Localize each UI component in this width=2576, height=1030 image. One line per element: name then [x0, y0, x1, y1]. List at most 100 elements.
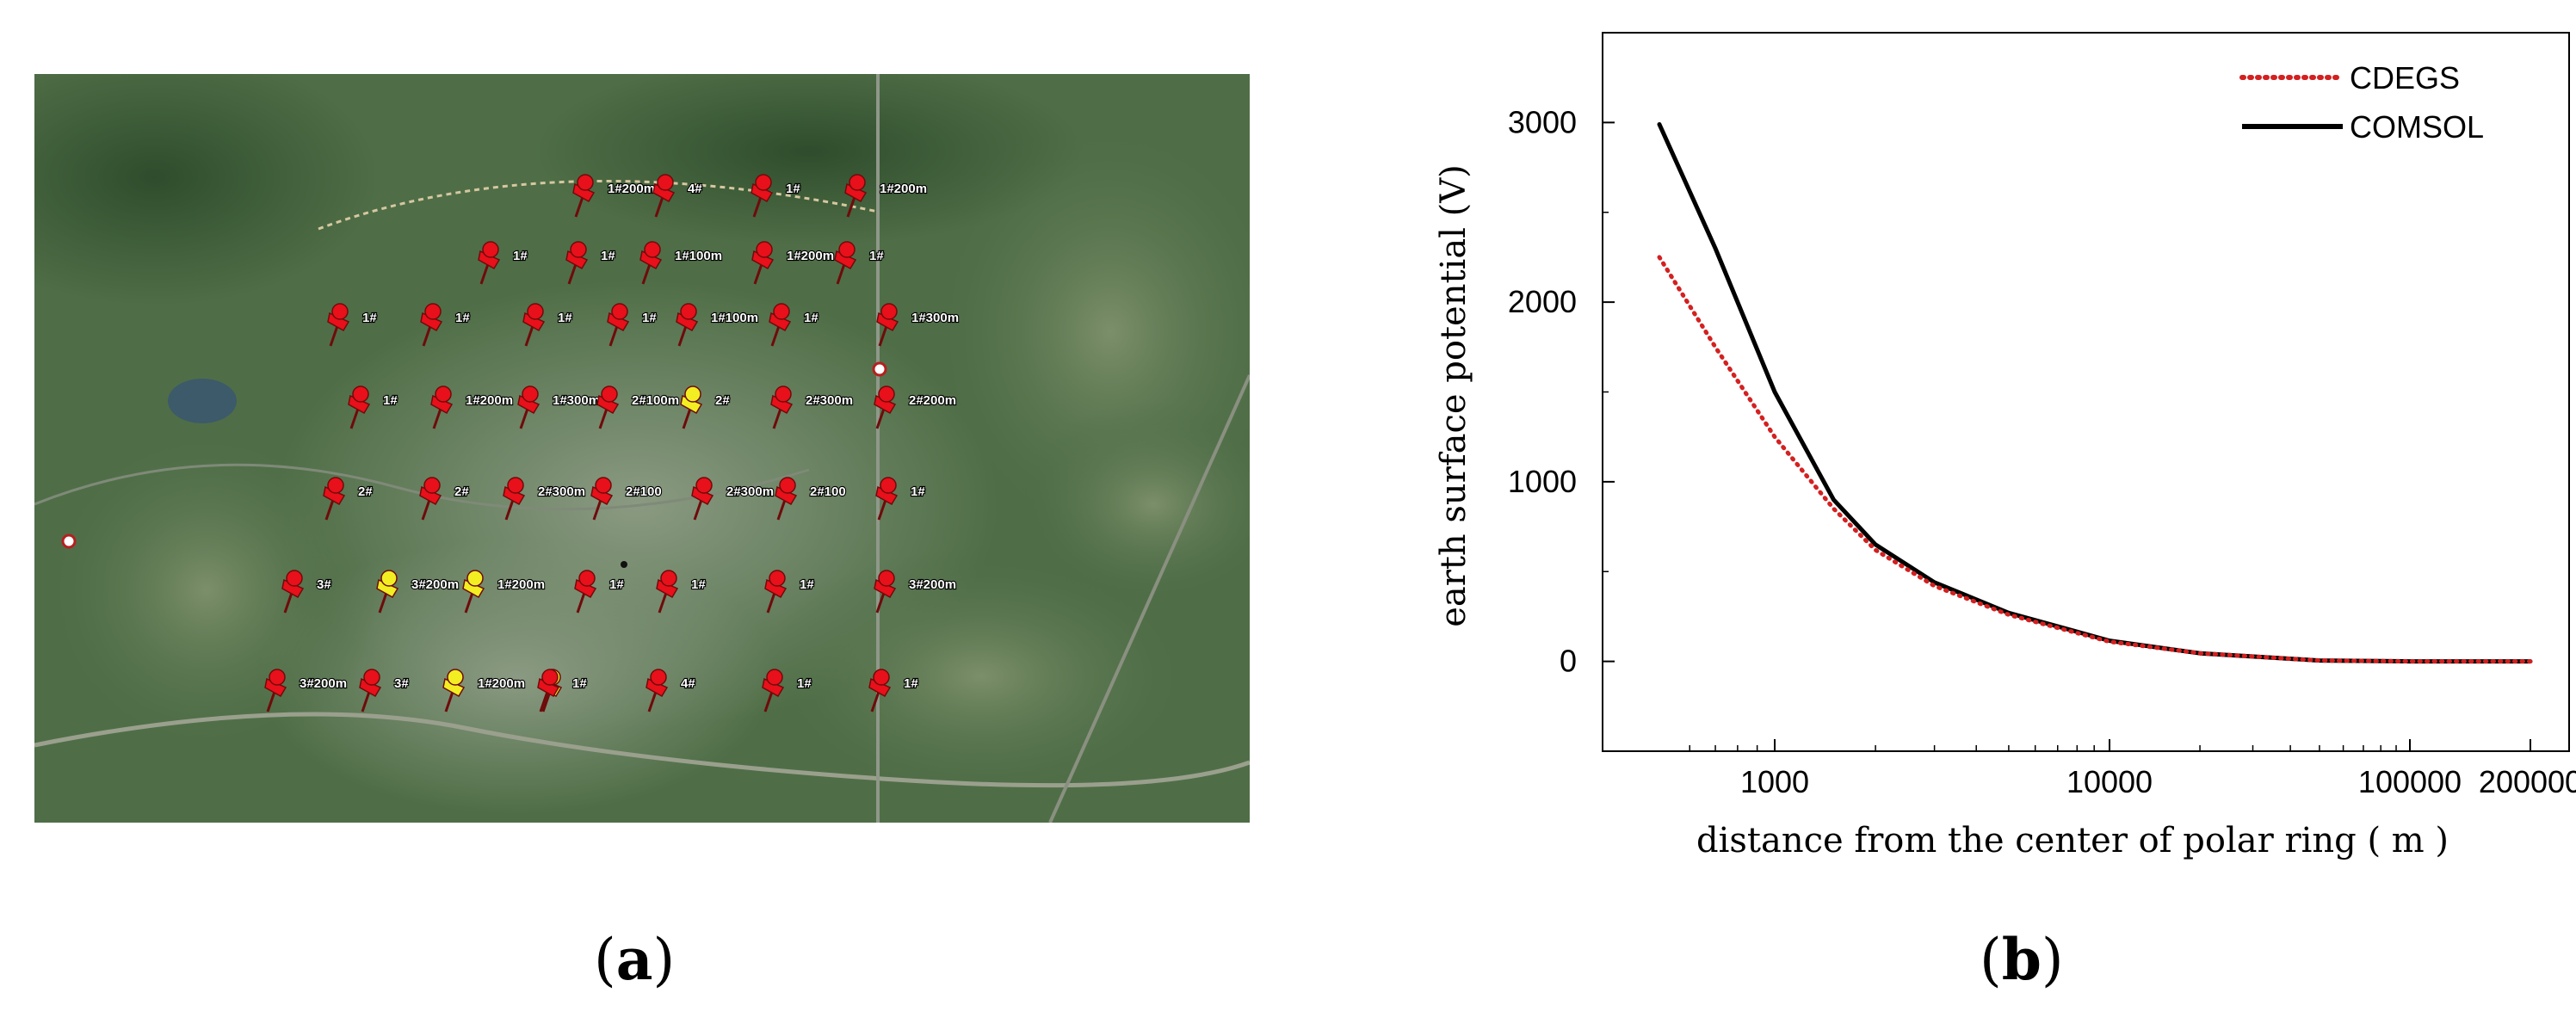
pushpin-head-icon	[880, 477, 897, 494]
map-marker[interactable]: 1#200m	[572, 174, 656, 218]
y-axis-title: earth surface potential (V)	[1434, 164, 1473, 627]
map-marker[interactable]: 3#	[281, 570, 332, 614]
pushpin-head-icon	[541, 669, 559, 686]
pushpin-head-icon	[660, 570, 677, 587]
map-marker[interactable]: 2#100	[775, 477, 847, 521]
map-marker[interactable]: 3#200m	[874, 570, 957, 614]
map-marker[interactable]: 1#	[769, 303, 819, 347]
map-marker[interactable]: 3#	[359, 669, 410, 712]
marker-label: 1#200m	[466, 393, 513, 408]
map-marker[interactable]: 1#	[478, 241, 528, 285]
pushpin-head-icon	[601, 385, 618, 403]
marker-label: 2#	[358, 484, 373, 499]
marker-label: 1#	[800, 577, 814, 592]
pushpin-head-icon	[352, 385, 369, 403]
marker-label: 3#200m	[909, 577, 956, 592]
marker-layer: 1#200m 4# 1# 1#200m 1# 1# 1#100m 1#200m 1# 1# 1# 1#…	[264, 174, 960, 712]
map-marker[interactable]: 1#	[607, 303, 658, 347]
pushpin-head-icon	[482, 241, 499, 258]
marker-label: 3#200m	[300, 676, 347, 691]
map-marker[interactable]: 1#	[327, 303, 378, 347]
x-tick-label: 100000	[2358, 764, 2462, 799]
marker-label: 1#	[869, 249, 884, 263]
pushpin-head-icon	[878, 570, 895, 587]
pushpin-head-icon	[527, 303, 544, 320]
pushpin-head-icon	[873, 669, 890, 686]
map-marker[interactable]: 4#	[646, 669, 696, 712]
map-marker[interactable]: 1#	[565, 241, 616, 285]
marker-label: 4#	[688, 182, 702, 196]
map-marker[interactable]: 1#100m	[676, 303, 759, 347]
pushpin-head-icon	[522, 385, 539, 403]
reference-points	[61, 361, 887, 568]
legend-label-cdegs: CDEGS	[2350, 60, 2460, 96]
map-marker[interactable]: 1#200m	[751, 241, 835, 285]
map-marker[interactable]: 1#	[875, 477, 926, 521]
marker-label: 1#	[558, 311, 572, 325]
map-marker[interactable]: 2#300m	[691, 477, 775, 521]
map-marker[interactable]: 1#	[420, 303, 471, 347]
pushpin-head-icon	[779, 477, 796, 494]
chart-ticks: 1000 10000 100000 200000 0 1000 2000 3000	[1508, 32, 2576, 799]
map-marker[interactable]: 1#300m	[876, 303, 960, 347]
map-marker[interactable]: 2#100m	[596, 385, 680, 429]
map-marker[interactable]: 3#200m	[264, 669, 348, 712]
series-line-comsol	[1657, 122, 2533, 664]
map-marker[interactable]: 1#	[656, 570, 707, 614]
map-marker[interactable]: 1#200m	[844, 174, 928, 218]
marker-label: 1#	[911, 484, 925, 499]
map-marker[interactable]: 4#	[652, 174, 703, 218]
marker-label: 2#100	[810, 484, 846, 499]
map-marker[interactable]: 1#	[762, 669, 812, 712]
map-marker[interactable]: 1#100m	[639, 241, 723, 285]
map-marker[interactable]: 1#200m	[442, 669, 526, 712]
pushpin-head-icon	[775, 385, 792, 403]
pushpin-head-icon	[769, 570, 786, 587]
marker-label: 1#100m	[675, 249, 722, 263]
marker-label: 1#	[383, 393, 398, 408]
map-marker[interactable]: 1#	[764, 570, 815, 614]
map-marker[interactable]: 1#	[574, 570, 625, 614]
pushpin-head-icon	[570, 241, 587, 258]
pushpin-head-icon	[849, 174, 866, 191]
map-marker[interactable]: 2#	[680, 385, 731, 429]
marker-label: 3#	[394, 676, 409, 691]
map-marker[interactable]: 2#	[419, 477, 470, 521]
marker-label: 1#300m	[553, 393, 600, 408]
marker-label: 2#200m	[909, 393, 956, 408]
pushpin-head-icon	[880, 303, 898, 320]
map-marker[interactable]: 2#300m	[503, 477, 586, 521]
y-tick-label: 2000	[1508, 284, 1577, 319]
map-marker[interactable]: 1#200m	[430, 385, 514, 429]
map-marker[interactable]: 2#200m	[874, 385, 957, 429]
map-marker[interactable]: 1#	[537, 669, 588, 712]
series-line-cdegs	[1657, 255, 2533, 664]
marker-label: 1#200m	[880, 182, 927, 196]
map-marker[interactable]: 2#300m	[770, 385, 854, 429]
y-tick-label: 3000	[1508, 104, 1577, 139]
marker-label: 1#	[455, 311, 470, 325]
map-marker[interactable]: 2#	[323, 477, 374, 521]
chart-series	[1657, 122, 2533, 664]
pushpin-head-icon	[657, 174, 674, 191]
y-tick-label: 0	[1560, 644, 1577, 679]
satellite-map: 1#200m 4# 1# 1#200m 1# 1# 1#100m 1#200m 1# 1# 1# 1#…	[34, 74, 1250, 823]
marker-label: 2#	[454, 484, 469, 499]
map-marker[interactable]: 1#	[834, 241, 885, 285]
map-marker[interactable]: 1#	[751, 174, 801, 218]
map-marker[interactable]: 2#100	[590, 477, 663, 521]
caption-b: (b)	[1980, 926, 2064, 993]
map-marker[interactable]: 1#200m	[462, 570, 546, 614]
pushpin-head-icon	[595, 477, 612, 494]
map-marker[interactable]: 1#	[522, 303, 573, 347]
map-marker[interactable]: 1#300m	[517, 385, 601, 429]
satellite-map-panel: 1#200m 4# 1# 1#200m 1# 1# 1#100m 1#200m 1# 1# 1# 1#…	[34, 74, 1250, 823]
pushpin-head-icon	[507, 477, 524, 494]
map-marker[interactable]: 1#	[348, 385, 398, 429]
marker-label: 1#	[609, 577, 624, 592]
marker-label: 1#	[362, 311, 377, 325]
pushpin-head-icon	[838, 241, 856, 258]
map-marker[interactable]: 1#	[868, 669, 919, 712]
marker-label: 2#300m	[726, 484, 774, 499]
map-marker[interactable]: 3#200m	[376, 570, 460, 614]
